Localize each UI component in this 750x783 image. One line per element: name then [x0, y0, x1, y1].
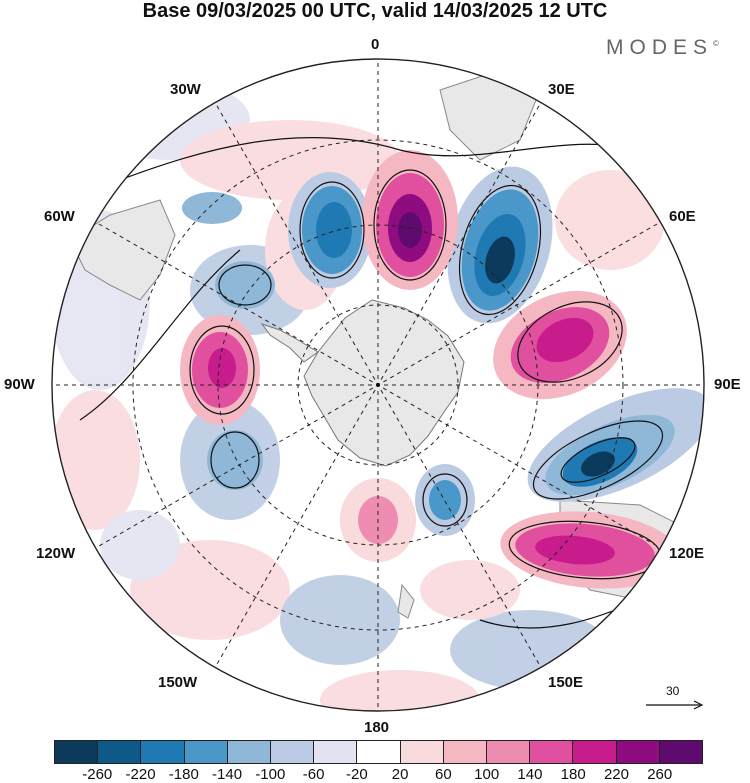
colorbar-tick-label: 260	[647, 766, 673, 783]
colorbar-segment	[227, 741, 272, 763]
colorbar-tick-label: -220	[125, 766, 156, 783]
blob-neg-2	[447, 166, 553, 324]
colorbar-segment	[314, 741, 358, 763]
chart-title: Base 09/03/2025 00 UTC, valid 14/03/2025…	[142, 0, 608, 22]
blob-pos-4	[180, 315, 260, 425]
arrow-right-icon	[646, 700, 704, 710]
colorbar-segment	[443, 741, 488, 763]
south-pole-marker	[376, 383, 380, 387]
meridian-label-90w: 90W	[4, 376, 35, 393]
colorbar-segment	[616, 741, 660, 763]
colorbar-tick-label: -20	[346, 766, 368, 783]
colorbar-tick-label: 180	[560, 766, 586, 783]
colorbar-segment	[530, 741, 574, 763]
colorbar-segment	[98, 741, 142, 763]
meridian-label-150w: 150W	[158, 674, 198, 691]
peninsula-land	[260, 323, 319, 363]
blob-neg-3	[527, 388, 704, 502]
reference-vector-label: 30	[666, 684, 680, 698]
colorbar-tick-label: 220	[603, 766, 629, 783]
meridian-label-180: 180	[364, 719, 390, 736]
blob-pos-2	[493, 290, 627, 400]
colorbar-segment	[400, 741, 444, 763]
meridian-label-30w: 30W	[170, 81, 201, 98]
blob-pos-1	[362, 150, 458, 290]
meridian-label-60w: 60W	[44, 208, 75, 225]
south-america-land	[69, 199, 176, 301]
brand-text: MODES	[606, 36, 714, 59]
colorbar-tick-label: 100	[474, 766, 500, 783]
colorbar-segment	[487, 741, 531, 763]
blob-pos-3	[500, 511, 680, 589]
blob-neg-4	[415, 464, 475, 536]
meridian-label-30e: 30E	[548, 81, 575, 98]
colorbar-tick-label: 140	[517, 766, 543, 783]
colorbar-segment	[184, 741, 228, 763]
brand-logo: MODES©	[606, 36, 719, 60]
colorbar-tick-label: -180	[168, 766, 199, 783]
blob-neg-1	[288, 172, 372, 288]
colorbar-tick-label: 20	[391, 766, 409, 783]
blob-neg-5	[182, 192, 275, 490]
colorbar-segment	[357, 741, 401, 763]
colorbar-tick-label: -260	[82, 766, 113, 783]
meridian-label-120e: 120E	[669, 545, 705, 562]
colorbar-segment	[659, 741, 703, 763]
map-border	[51, 58, 705, 712]
meridian-label-120w: 120W	[36, 545, 76, 562]
meridian-label-150e: 150E	[548, 674, 584, 691]
colorbar-ticks: -260 -220 -180 -140 -100 -60 -20 20 60 100 140 180 2…	[0, 766, 750, 783]
antarctica-land	[303, 299, 465, 467]
colorbar-tick-label: -60	[302, 766, 325, 783]
colorbar-tick-label: 60	[435, 766, 452, 783]
map-disk-content	[52, 59, 704, 711]
copyright-mark: ©	[713, 39, 719, 48]
new-zealand-land	[397, 583, 415, 619]
colorbar-tick-label: -140	[212, 766, 243, 783]
colorbar-segment	[271, 741, 315, 763]
colorbar-segment	[573, 741, 617, 763]
colorbar-segment	[141, 741, 185, 763]
colorbar-tick-label: -100	[255, 766, 286, 783]
meridian-label-90e: 90E	[714, 376, 741, 393]
colorbar	[54, 740, 703, 764]
meridian-label-0: 0	[371, 36, 380, 53]
colorbar-segment	[55, 741, 99, 763]
meridian-label-60e: 60E	[669, 208, 696, 225]
